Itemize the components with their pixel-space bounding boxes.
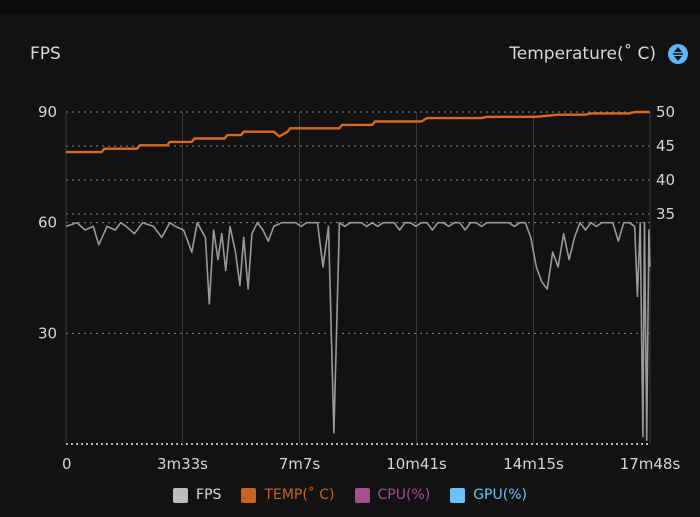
x-tick-label: 17m48s [620, 455, 681, 473]
y-right-tick-label: 40 [656, 171, 675, 189]
x-tick-label: 7m7s [279, 455, 321, 473]
temp-series-line [66, 110, 650, 154]
x-tick-label: 14m15s [503, 455, 564, 473]
series-layer [65, 110, 651, 442]
y-right-tick-label: 50 [656, 103, 675, 121]
right-axis-title: Temperature(˚ C) [509, 44, 656, 64]
fps-series-line [65, 221, 651, 442]
legend: FPS TEMP(˚ C) CPU(%) GPU(%) [0, 485, 700, 505]
grid-layer [65, 111, 651, 445]
legend-item-1[interactable]: TEMP(˚ C) [241, 487, 335, 503]
legend-swatch [450, 487, 466, 503]
y-right-tick-label: 45 [656, 137, 675, 155]
left-axis-title: FPS [30, 44, 61, 64]
legend-item-2[interactable]: CPU(%) [354, 487, 431, 503]
y-left-tick-label: 60 [38, 214, 57, 232]
swap-vertical-icon[interactable] [668, 44, 688, 64]
legend-item-3[interactable]: GPU(%) [450, 487, 527, 503]
legend-label: GPU(%) [473, 487, 527, 503]
legend-swatch [241, 487, 257, 503]
legend-swatch [173, 487, 189, 503]
y-right-tick-label: 35 [656, 205, 675, 223]
y-left-tick-label: 30 [38, 324, 57, 342]
x-tick-label: 10m41s [386, 455, 447, 473]
legend-item-0[interactable]: FPS [173, 487, 221, 503]
label-layer: 30 60 90 35 40 45 50 0 3m33s 7m7s 10m41s 14m15s 17m4… [38, 103, 680, 473]
x-tick-label: 3m33s [157, 455, 208, 473]
y-left-tick-label: 90 [38, 103, 57, 121]
legend-label: CPU(%) [377, 487, 431, 503]
legend-swatch [354, 487, 370, 503]
panel-top-bar [0, 0, 700, 14]
legend-label: FPS [196, 487, 222, 503]
legend-label: TEMP(˚ C) [264, 487, 335, 503]
x-tick-label: 0 [62, 455, 72, 473]
